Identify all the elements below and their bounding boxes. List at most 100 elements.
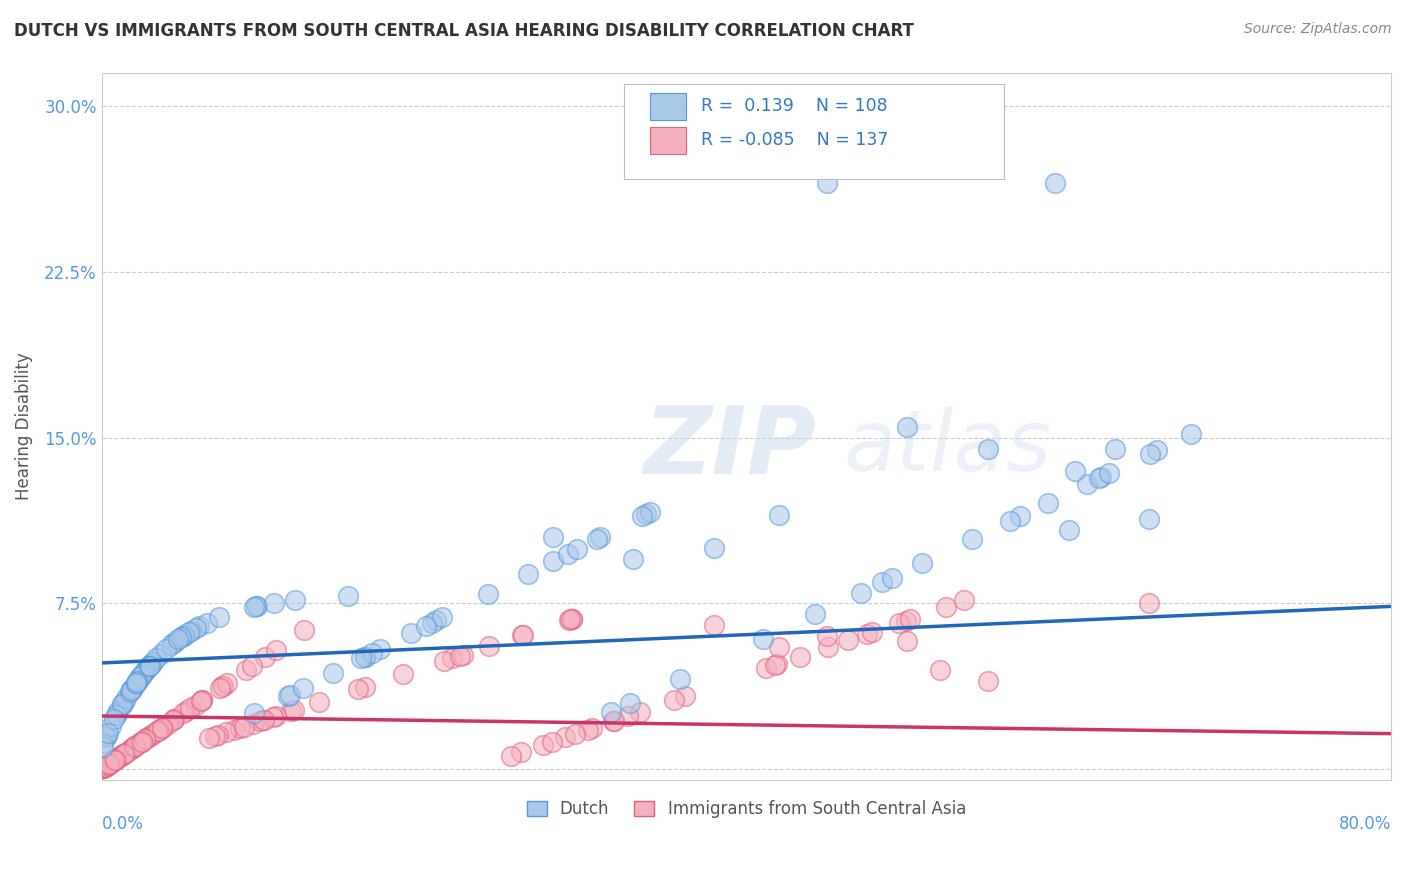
- Point: [138, 658, 160, 673]
- Point: [543, 554, 565, 568]
- Point: [115, 745, 138, 759]
- Point: [105, 706, 128, 721]
- Point: [91, 761, 114, 775]
- Point: [110, 749, 132, 764]
- Point: [849, 585, 872, 599]
- Point: [368, 641, 391, 656]
- Point: [120, 683, 142, 698]
- Point: [120, 742, 142, 756]
- Point: [252, 713, 274, 727]
- Point: [134, 731, 156, 746]
- Point: [451, 648, 474, 662]
- Point: [960, 533, 983, 547]
- Point: [112, 747, 135, 762]
- Point: [1010, 509, 1032, 524]
- Point: [240, 658, 263, 673]
- Point: [291, 681, 314, 696]
- Point: [561, 612, 583, 626]
- Point: [177, 625, 200, 640]
- Point: [105, 708, 128, 723]
- Point: [162, 713, 184, 727]
- Point: [111, 697, 134, 711]
- Point: [104, 753, 127, 767]
- Point: [576, 723, 599, 737]
- Point: [96, 729, 118, 743]
- Point: [97, 757, 120, 772]
- Point: [360, 646, 382, 660]
- Point: [277, 689, 299, 703]
- Point: [136, 731, 159, 745]
- Point: [284, 593, 307, 607]
- Point: [152, 720, 174, 734]
- Point: [162, 636, 184, 650]
- Point: [96, 758, 118, 772]
- Point: [998, 514, 1021, 528]
- Point: [541, 734, 564, 748]
- Point: [122, 740, 145, 755]
- Point: [97, 725, 120, 739]
- Point: [111, 698, 134, 713]
- Point: [125, 675, 148, 690]
- Point: [195, 615, 218, 630]
- Point: [630, 508, 652, 523]
- Point: [425, 614, 447, 628]
- Point: [112, 695, 135, 709]
- Point: [430, 610, 453, 624]
- Point: [184, 698, 207, 712]
- Point: [170, 630, 193, 644]
- Point: [477, 587, 499, 601]
- Point: [191, 693, 214, 707]
- Point: [755, 661, 778, 675]
- Point: [112, 747, 135, 761]
- Point: [391, 667, 413, 681]
- Point: [640, 505, 662, 519]
- Point: [233, 720, 256, 734]
- Point: [789, 649, 811, 664]
- Point: [623, 552, 645, 566]
- Point: [243, 599, 266, 614]
- Point: [880, 571, 903, 585]
- Point: [1104, 442, 1126, 456]
- Point: [146, 723, 169, 738]
- Point: [107, 750, 129, 764]
- Point: [768, 640, 790, 655]
- Point: [662, 693, 685, 707]
- Point: [121, 681, 143, 695]
- Point: [105, 751, 128, 765]
- Point: [131, 667, 153, 681]
- Point: [804, 607, 827, 622]
- Point: [129, 669, 152, 683]
- Point: [557, 613, 579, 627]
- Point: [208, 610, 231, 624]
- Point: [1139, 447, 1161, 461]
- Point: [98, 756, 121, 771]
- Point: [245, 599, 267, 614]
- Point: [94, 760, 117, 774]
- Point: [1043, 177, 1066, 191]
- Point: [94, 759, 117, 773]
- Text: ZIP: ZIP: [643, 401, 815, 494]
- Point: [94, 730, 117, 744]
- Point: [264, 642, 287, 657]
- Point: [104, 752, 127, 766]
- Point: [1036, 496, 1059, 510]
- Point: [911, 556, 934, 570]
- Point: [564, 727, 586, 741]
- Point: [101, 755, 124, 769]
- Point: [322, 665, 344, 680]
- Point: [1146, 443, 1168, 458]
- Point: [96, 728, 118, 742]
- Point: [91, 761, 114, 775]
- Point: [1090, 470, 1112, 484]
- Point: [135, 662, 157, 676]
- Point: [212, 679, 235, 693]
- Point: [602, 714, 624, 728]
- Point: [91, 761, 114, 775]
- Point: [512, 628, 534, 642]
- Point: [1088, 471, 1111, 485]
- Point: [565, 541, 588, 556]
- Point: [894, 614, 917, 628]
- Point: [616, 708, 638, 723]
- Point: [138, 659, 160, 673]
- Point: [150, 721, 173, 735]
